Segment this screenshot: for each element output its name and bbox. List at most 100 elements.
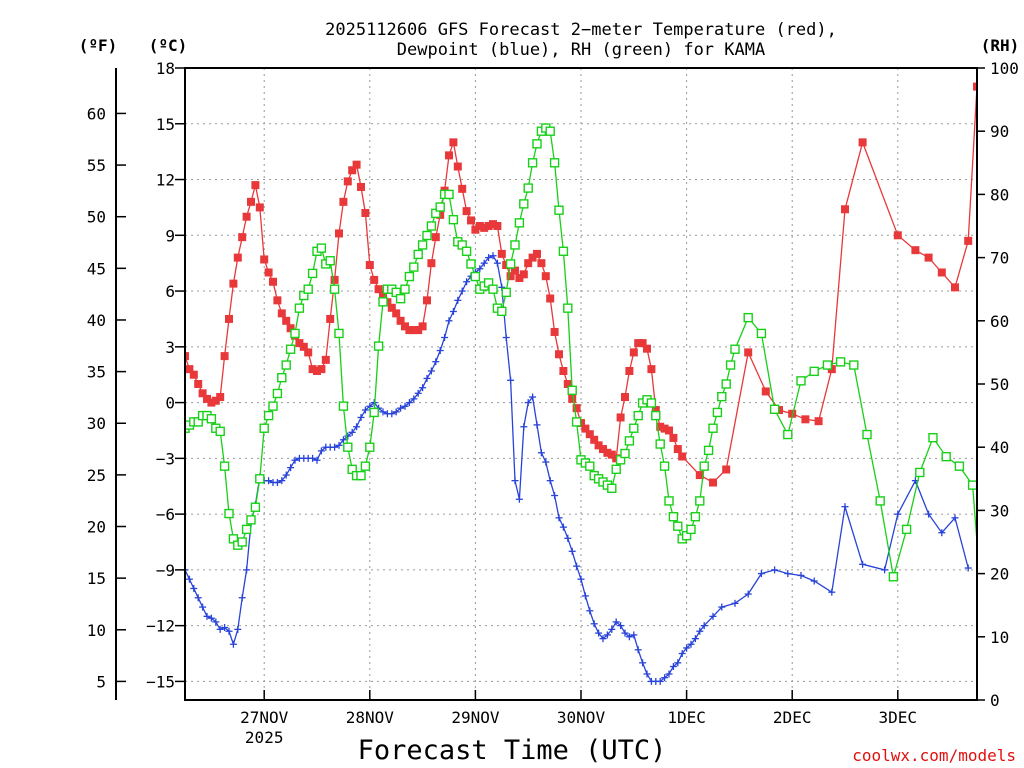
date-tick-label: 2DEC	[773, 708, 812, 727]
temperature-point	[603, 448, 612, 457]
dewpoint-point	[559, 523, 567, 531]
dewpoint-point	[185, 575, 193, 583]
temperature-point	[339, 197, 348, 206]
rh-point	[585, 461, 595, 471]
dewpoint-point	[617, 622, 625, 630]
temperature-point	[453, 162, 462, 171]
temperature-point	[194, 380, 203, 388]
celsius-unit-label: (ºC)	[149, 36, 188, 55]
temperature-point	[660, 424, 669, 433]
rh-point	[470, 271, 481, 282]
rh-point	[699, 461, 709, 471]
temperature-point	[431, 233, 440, 242]
rh-point	[219, 461, 230, 471]
temperature-point	[392, 309, 401, 318]
temperature-point	[361, 208, 370, 217]
rh-point	[708, 423, 718, 433]
rh-point	[505, 259, 516, 269]
temperature-point	[286, 324, 295, 333]
rh-point	[519, 199, 529, 209]
temperature-point	[251, 181, 260, 190]
fahrenheit-tick-label: 60	[87, 104, 106, 123]
temperature-point	[269, 277, 277, 286]
dewpoint-point	[608, 625, 616, 633]
dewpoint-point	[639, 659, 647, 667]
dewpoint-point	[515, 495, 523, 503]
temperature-point	[656, 422, 665, 431]
temperature-point	[568, 394, 577, 403]
rh-point	[695, 496, 705, 506]
series-dewpoint	[185, 252, 972, 685]
temperature-point	[255, 203, 264, 212]
rh-point	[743, 312, 753, 323]
rh-point	[756, 328, 767, 339]
dewpoint-point	[520, 423, 528, 431]
rh-point	[655, 439, 665, 449]
rh-unit-label: (RH)	[981, 36, 1020, 55]
dewpoint-point	[331, 443, 339, 451]
dewpoint-point	[621, 629, 629, 637]
rh-point	[607, 483, 617, 493]
dewpoint-point	[555, 514, 563, 522]
rh-tick-label: 0	[990, 691, 1000, 710]
temperature-point	[519, 270, 528, 279]
credit-text: coolwx.com/models	[852, 746, 1016, 765]
temperature-point	[418, 322, 427, 331]
temperature-point	[801, 415, 810, 424]
rh-point	[571, 417, 582, 427]
temperature-point	[238, 233, 247, 242]
temperature-point	[352, 160, 361, 169]
temperature-point	[669, 433, 678, 442]
temperature-point	[911, 246, 920, 255]
temperature-point	[511, 266, 519, 275]
dewpoint-point	[687, 640, 695, 648]
dewpoint-point	[709, 612, 717, 620]
dewpoint-point	[238, 594, 246, 602]
dewpoint-point	[203, 612, 211, 620]
celsius-tick-label: 6	[165, 282, 175, 301]
temperature-point	[788, 409, 797, 418]
temperature-point	[401, 322, 409, 331]
dewpoint-point	[445, 317, 453, 325]
fahrenheit-tick-label: 5	[96, 672, 106, 691]
rh-point	[901, 524, 912, 535]
dewpoint-point	[691, 635, 699, 643]
fahrenheit-tick-label: 20	[87, 518, 106, 537]
dewpoint-point	[881, 566, 889, 574]
rh-point	[954, 461, 965, 471]
temperature-point	[458, 184, 467, 193]
rh-point	[409, 262, 419, 272]
temperature-point	[405, 326, 414, 335]
dewpoint-point	[212, 618, 220, 626]
rh-point	[404, 271, 415, 282]
temperature-point	[607, 450, 616, 459]
temperature-point	[379, 290, 387, 299]
temperature-point	[665, 426, 673, 435]
rh-point	[426, 221, 437, 231]
temperature-point	[489, 220, 497, 229]
temperature-point	[357, 182, 365, 191]
temperature-point	[621, 393, 629, 402]
dewpoint-point	[427, 367, 435, 375]
rh-point	[611, 464, 621, 475]
dewpoint-point	[577, 575, 585, 583]
chart-title-line-2: Dewpoint (blue), RH (green) for KAMA	[397, 40, 765, 60]
x-axis-label: Forecast Time (UTC)	[358, 735, 667, 766]
chart-title: 2025112606 GFS Forecast 2−meter Temperat…	[325, 20, 837, 60]
dewpoint-point	[463, 278, 471, 286]
rh-point	[862, 429, 872, 440]
temperature-point	[423, 296, 431, 305]
rh-tick-label: 30	[990, 501, 1009, 520]
dewpoint-point	[480, 259, 488, 267]
dewpoint-point	[397, 404, 405, 412]
fahrenheit-tick-label: 25	[87, 466, 106, 485]
temperature-point	[533, 249, 541, 258]
temperature-point	[326, 314, 335, 323]
dewpoint-point	[546, 477, 554, 485]
dewpoint-point	[454, 296, 462, 304]
temperature-point	[581, 424, 590, 433]
celsius-tick-label: 9	[165, 226, 175, 245]
rh-tick-label: 40	[990, 438, 1009, 457]
temperature-point	[951, 283, 959, 292]
dewpoint-point	[243, 566, 251, 574]
